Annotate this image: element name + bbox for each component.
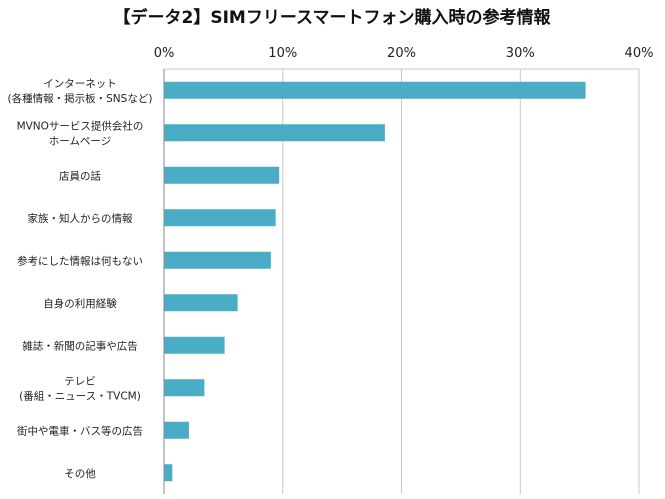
bar [164, 421, 189, 439]
category-label: 家族・知人からの情報 [28, 212, 133, 225]
x-axis-ticks: 0% 10% 20% 30% 40% [154, 46, 654, 61]
bar [164, 336, 225, 354]
bar [164, 209, 276, 227]
category-label: 参考にした情報は何もない [17, 254, 143, 267]
bar [164, 464, 173, 482]
category-label: (番組・ニュース・TVCM) [19, 389, 141, 402]
bar [164, 166, 280, 184]
x-tick-label: 30% [506, 46, 535, 61]
category-label: テレビ [64, 375, 96, 387]
bar [164, 124, 385, 142]
bar [164, 81, 586, 99]
category-label: MVNOサービス提供会社の [17, 119, 144, 132]
x-tick-label: 10% [268, 46, 297, 61]
bar [164, 379, 205, 397]
x-tick-label: 40% [625, 46, 654, 61]
category-labels: インターネット (各種情報・掲示板・SNSなど) MVNOサービス提供会社のホームペ… [8, 78, 153, 480]
category-label: 雑誌・新聞の記事や広告 [22, 339, 138, 352]
x-tick-label: 20% [387, 46, 416, 61]
bar [164, 294, 238, 312]
category-label: その他 [64, 467, 96, 480]
category-label: インターネット [43, 78, 117, 90]
category-label: ホームページ [49, 135, 111, 147]
category-label: 自身の利用経験 [43, 297, 117, 310]
category-label: (各種情報・掲示板・SNSなど) [8, 92, 153, 105]
category-label: 街中や電車・バス等の広告 [17, 424, 143, 437]
bar [164, 251, 271, 269]
chart-title: 【データ2】SIMフリースマートフォン購入時の参考情報 [114, 7, 552, 28]
x-tick-label: 0% [154, 46, 175, 61]
bars [164, 81, 586, 482]
category-label: 店員の話 [59, 169, 101, 182]
